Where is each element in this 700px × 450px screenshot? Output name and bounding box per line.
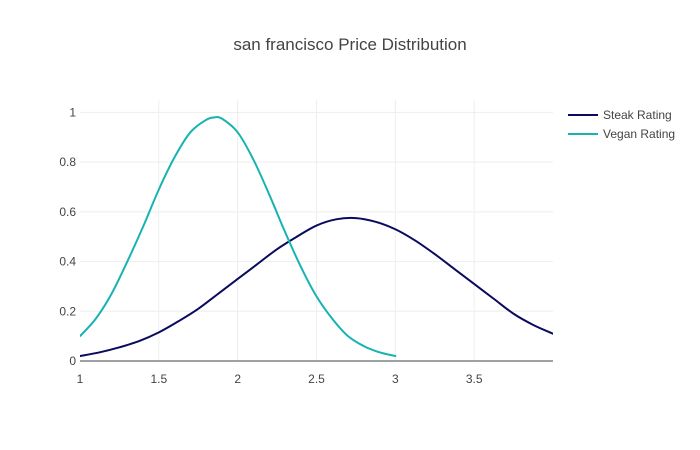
x-tick-label: 2.5: [308, 372, 325, 386]
grid-lines: [80, 100, 553, 361]
x-tick-label: 1.5: [150, 372, 167, 386]
x-tick-label: 2: [234, 372, 241, 386]
legend: Steak Rating Vegan Rating: [568, 108, 675, 141]
y-tick-label: 0.6: [59, 205, 76, 219]
y-tick-label: 0: [69, 354, 76, 368]
y-tick-label: 1: [69, 105, 76, 119]
y-tick-label: 0.2: [59, 304, 76, 318]
y-tick-label: 0.4: [59, 255, 76, 269]
legend-label-vegan-rating: Vegan Rating: [603, 127, 675, 141]
axis-tick-labels: 0 0.2 0.4 0.6 0.8 1 1 1.5 2 2.5 3 3.5: [59, 105, 483, 386]
chart-title: san francisco Price Distribution: [233, 35, 466, 54]
series-line-steak-rating[interactable]: [80, 216, 553, 358]
series-line-vegan-rating[interactable]: [80, 116, 397, 358]
x-tick-label: 1: [77, 372, 84, 386]
legend-item-vegan-rating[interactable]: Vegan Rating: [568, 127, 675, 141]
y-tick-label: 0.8: [59, 155, 76, 169]
series-lines: [80, 116, 553, 358]
legend-item-steak-rating[interactable]: Steak Rating: [568, 108, 672, 122]
legend-label-steak-rating: Steak Rating: [603, 108, 672, 122]
x-tick-label: 3.5: [466, 372, 483, 386]
x-tick-label: 3: [392, 372, 399, 386]
